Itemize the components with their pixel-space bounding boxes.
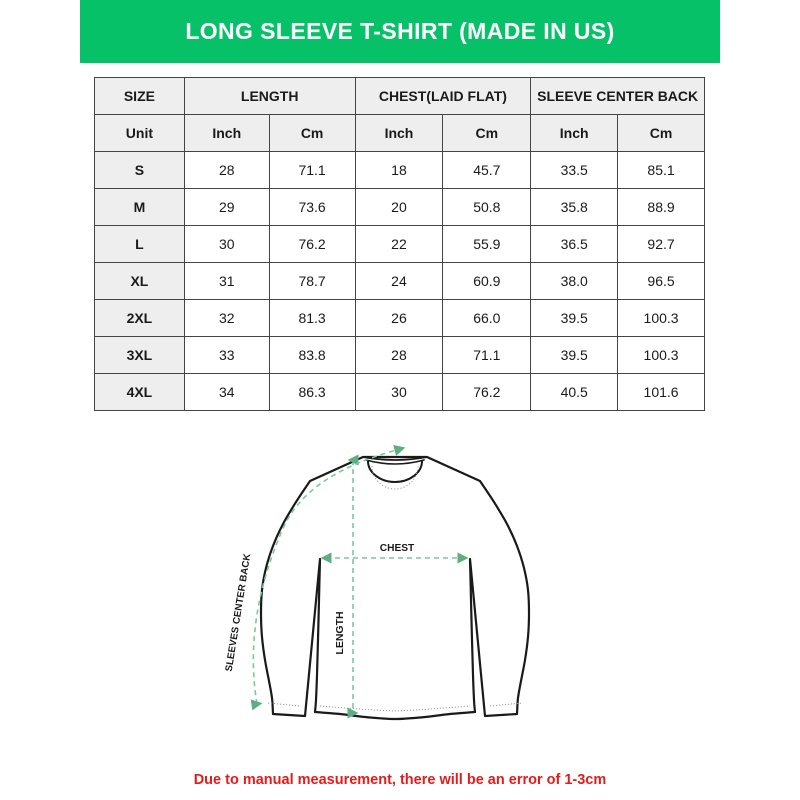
svg-text:SLEEVES CENTER BACK: SLEEVES CENTER BACK: [224, 553, 254, 672]
svg-text:LENGTH: LENGTH: [334, 611, 346, 654]
svg-text:CHEST: CHEST: [380, 543, 415, 554]
